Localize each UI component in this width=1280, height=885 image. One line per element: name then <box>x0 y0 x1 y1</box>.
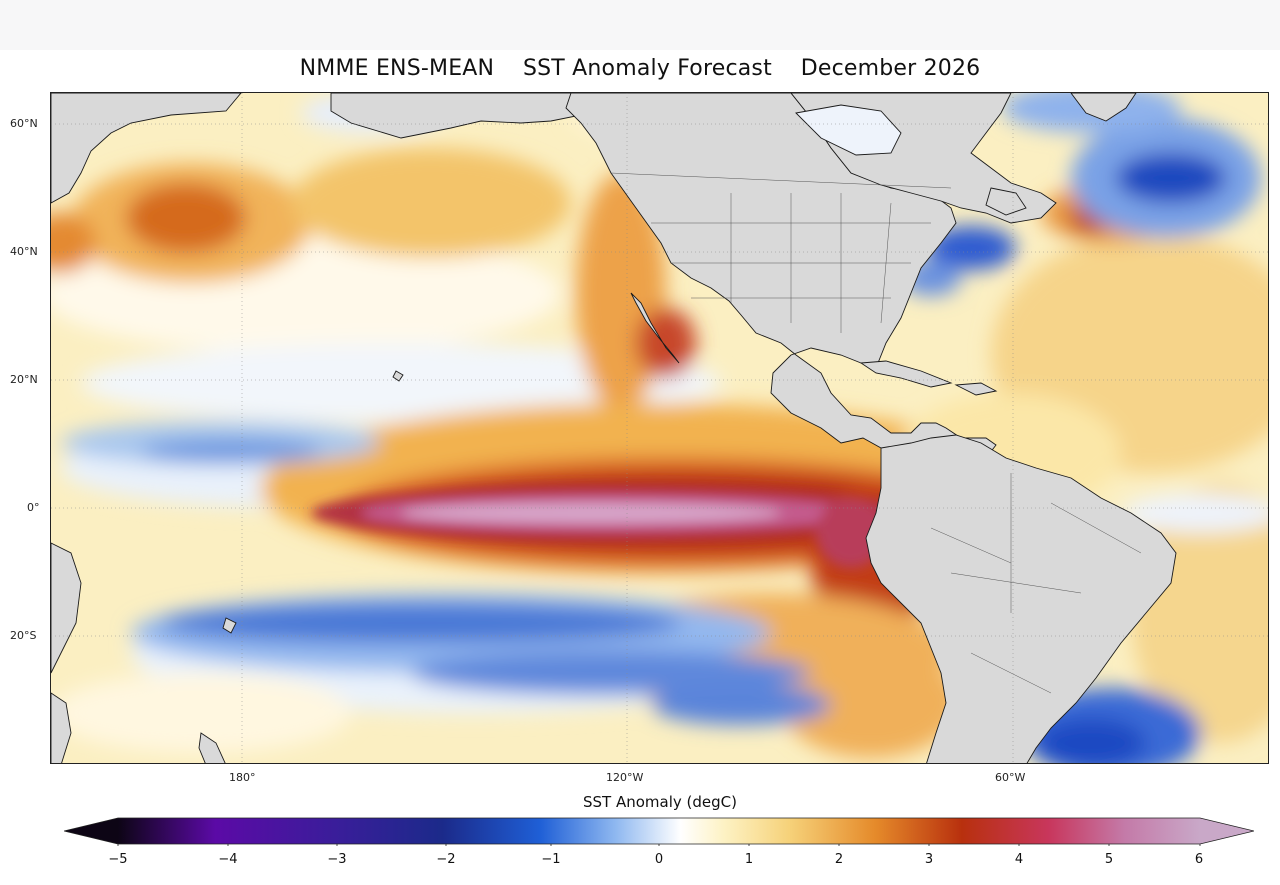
colorbar-tick-neg4: −4 <box>218 852 238 867</box>
colorbar-tick-2: 2 <box>834 852 844 867</box>
lat-label-60n: 60°N <box>10 117 38 130</box>
colorbar-tick-neg5: −5 <box>108 852 128 867</box>
land-cuba <box>859 360 953 388</box>
land-south-america <box>865 434 1177 763</box>
colorbar-tick-6: 6 <box>1194 852 1204 867</box>
colorbar <box>63 816 1255 848</box>
land-baja <box>630 292 680 364</box>
political-borders <box>610 172 1142 694</box>
land-masses <box>51 93 1177 763</box>
land-hawaii <box>392 370 404 382</box>
colorbar-ramp <box>118 818 1200 844</box>
lon-label-120w: 120°W <box>606 771 644 784</box>
sst-map <box>51 93 1268 763</box>
colorbar-title: SST Anomaly (degC) <box>583 793 737 811</box>
lat-label-equator: 0° <box>27 501 40 514</box>
colorbar-tick-0: 0 <box>654 852 664 867</box>
land-fiji <box>222 617 237 634</box>
land-hispaniola <box>954 382 998 396</box>
lon-label-60w: 60°W <box>995 771 1026 784</box>
colorbar-svg <box>63 817 1255 848</box>
colorbar-tick-4: 4 <box>1014 852 1024 867</box>
lat-label-20n: 20°N <box>10 373 38 386</box>
land-siberia <box>51 93 242 204</box>
graticule <box>51 93 1268 763</box>
land-australia-south <box>51 692 72 763</box>
top-strip <box>0 0 1280 50</box>
map-panel <box>50 92 1269 764</box>
land-greenland-tip <box>1070 93 1137 122</box>
colorbar-tick-5: 5 <box>1104 852 1114 867</box>
lat-label-20s: 20°S <box>10 629 37 642</box>
colorbar-extend-low <box>64 818 118 844</box>
land-newfoundland <box>985 187 1027 216</box>
footer-credit <box>0 876 1280 885</box>
colorbar-tick-neg1: −1 <box>541 852 561 867</box>
land-hudson-island <box>795 104 902 156</box>
land-new-zealand <box>198 732 226 763</box>
land-australia <box>51 542 82 674</box>
colorbar-tick-neg2: −2 <box>436 852 456 867</box>
colorbar-tick-neg3: −3 <box>327 852 347 867</box>
lon-label-180: 180° <box>229 771 256 784</box>
colorbar-tick-3: 3 <box>924 852 934 867</box>
map-title: NMME ENS-MEAN SST Anomaly Forecast Decem… <box>299 56 981 81</box>
colorbar-extend-high <box>1200 818 1254 844</box>
colorbar-tick-1: 1 <box>744 852 754 867</box>
lat-label-40n: 40°N <box>10 245 38 258</box>
